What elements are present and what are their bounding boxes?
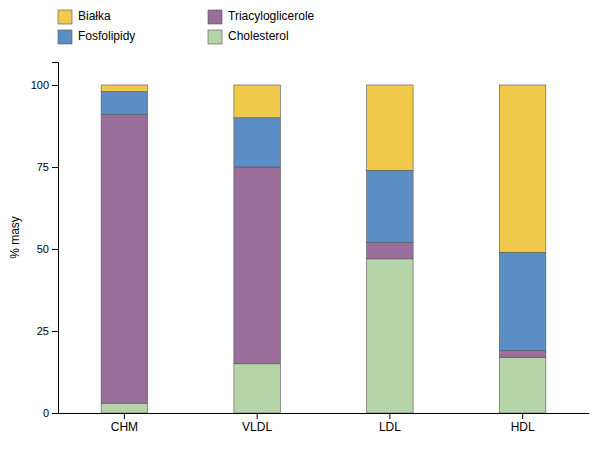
y-tick-label: 25 <box>37 325 49 337</box>
bar-segment <box>367 242 413 258</box>
bars <box>101 85 546 413</box>
bar-segment <box>499 351 545 358</box>
bar-segment <box>101 85 147 92</box>
x-axis: CHM VLDL LDL HDL <box>59 413 590 434</box>
legend-item: Fosfolipidy <box>58 29 135 44</box>
x-tick-mark <box>522 413 523 419</box>
x-tick: HDL <box>511 413 535 434</box>
bar-segment <box>101 403 147 413</box>
y-tick-label: 50 <box>37 243 49 255</box>
x-tick: LDL <box>379 413 401 434</box>
series <box>101 114 546 403</box>
y-tick: 0 <box>43 407 58 419</box>
x-tick: CHM <box>111 413 138 434</box>
y-tick-label: 0 <box>43 407 49 419</box>
y-axis-title: % masy <box>8 216 22 259</box>
y-tick-mark <box>52 249 58 250</box>
y-tick: 25 <box>37 325 58 337</box>
bar-segment <box>367 170 413 242</box>
bar-segment <box>367 85 413 170</box>
y-tick-label: 75 <box>37 161 49 173</box>
chart: 0 25 50 75 100 CHM VLDL LDL HDL % masy Białka Fosfo… <box>0 0 609 449</box>
legend-item: Cholesterol <box>208 29 289 44</box>
legend-swatch <box>208 30 222 44</box>
legend-item: Białka <box>58 9 111 24</box>
legend-swatch <box>58 30 72 44</box>
y-tick: 50 <box>37 243 58 255</box>
bar-segment <box>101 92 147 115</box>
bar-segment <box>234 118 280 167</box>
x-tick-label: VLDL <box>242 420 272 434</box>
series <box>101 92 546 351</box>
bar-segment <box>499 252 545 350</box>
x-tick-mark <box>389 413 390 419</box>
plot: 0 25 50 75 100 CHM VLDL LDL HDL <box>31 63 590 434</box>
x-tick-label: LDL <box>379 420 401 434</box>
series <box>101 259 546 413</box>
x-tick-label: CHM <box>111 420 138 434</box>
y-axis: 0 25 50 75 100 <box>31 63 59 420</box>
legend-label: Triacyloglicerole <box>228 9 315 23</box>
y-tick-mark <box>52 85 58 86</box>
x-tick-mark <box>257 413 258 419</box>
bar-segment <box>367 259 413 413</box>
x-tick-label: HDL <box>511 420 535 434</box>
y-tick-mark <box>52 413 58 414</box>
y-axis-line <box>52 63 59 414</box>
legend-label: Cholesterol <box>228 29 289 43</box>
bar-segment <box>234 364 280 413</box>
y-tick-mark <box>52 331 58 332</box>
y-tick: 75 <box>37 161 58 173</box>
legend-label: Białka <box>78 9 111 23</box>
legend-swatch <box>208 10 222 24</box>
legend-swatch <box>58 10 72 24</box>
bar-segment <box>234 85 280 118</box>
y-tick: 100 <box>31 79 58 91</box>
legend-item: Triacyloglicerole <box>208 9 315 24</box>
series <box>101 85 546 252</box>
bar-segment <box>234 167 280 364</box>
y-tick-mark <box>52 167 58 168</box>
y-tick-label: 100 <box>31 79 49 91</box>
bar-segment <box>499 85 545 252</box>
x-axis-line <box>59 413 590 414</box>
x-tick: VLDL <box>242 413 272 434</box>
legend: Białka Fosfolipidy Triacyloglicerole Choles… <box>58 9 315 44</box>
x-tick-mark <box>124 413 125 419</box>
bar-segment <box>499 357 545 413</box>
legend-label: Fosfolipidy <box>78 29 135 43</box>
bar-segment <box>101 114 147 403</box>
